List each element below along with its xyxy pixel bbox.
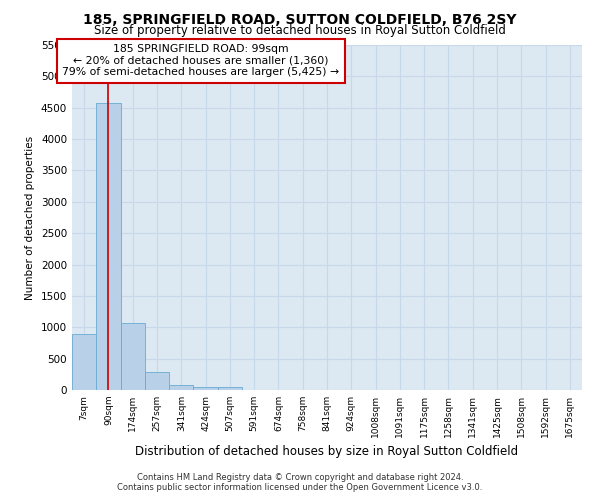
Y-axis label: Number of detached properties: Number of detached properties — [25, 136, 35, 300]
Text: 185 SPRINGFIELD ROAD: 99sqm
← 20% of detached houses are smaller (1,360)
79% of : 185 SPRINGFIELD ROAD: 99sqm ← 20% of det… — [62, 44, 339, 78]
Text: Size of property relative to detached houses in Royal Sutton Coldfield: Size of property relative to detached ho… — [94, 24, 506, 37]
Bar — [193, 386, 218, 390]
Bar — [72, 334, 96, 390]
Bar — [121, 323, 145, 390]
Bar — [169, 385, 193, 390]
Bar — [96, 102, 121, 390]
Text: Contains HM Land Registry data © Crown copyright and database right 2024.
Contai: Contains HM Land Registry data © Crown c… — [118, 473, 482, 492]
Bar — [145, 372, 169, 390]
X-axis label: Distribution of detached houses by size in Royal Sutton Coldfield: Distribution of detached houses by size … — [136, 446, 518, 458]
Bar — [218, 387, 242, 390]
Text: 185, SPRINGFIELD ROAD, SUTTON COLDFIELD, B76 2SY: 185, SPRINGFIELD ROAD, SUTTON COLDFIELD,… — [83, 12, 517, 26]
